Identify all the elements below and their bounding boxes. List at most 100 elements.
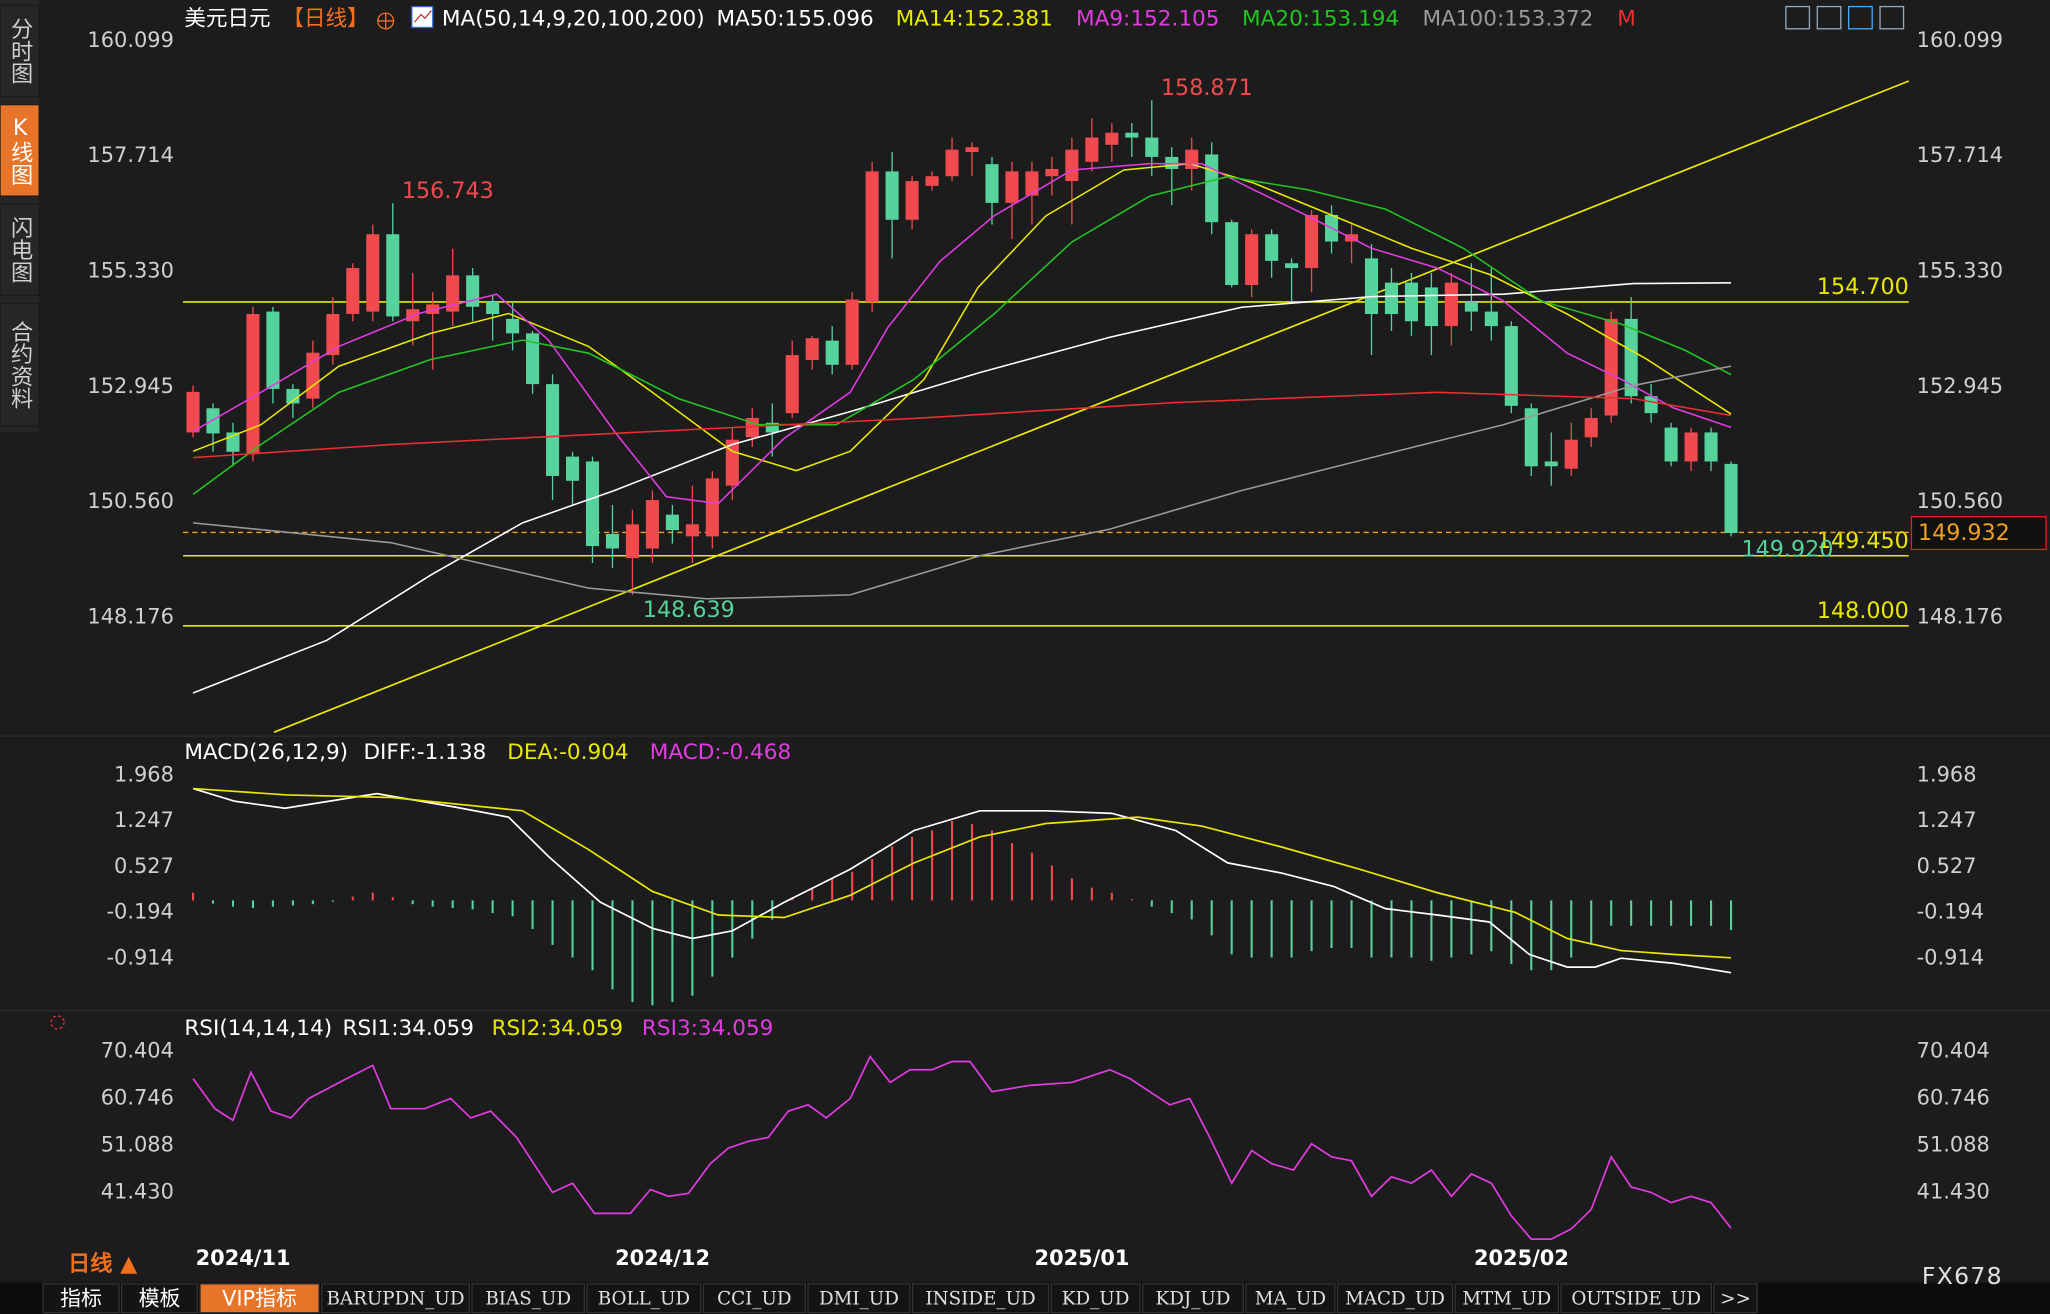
bottom-tab-label[interactable]: CCI_UD — [717, 1289, 791, 1310]
indicator-line — [192, 787, 1732, 974]
candle-body — [1364, 258, 1379, 315]
candle-body — [1005, 171, 1019, 203]
bottom-tab-label[interactable]: MACD_UD — [1345, 1289, 1445, 1310]
candle-body — [1544, 461, 1558, 467]
candle-body — [1384, 282, 1399, 315]
bottom-tab[interactable] — [807, 1283, 911, 1314]
candle-body — [825, 340, 839, 365]
bottom-tab[interactable] — [1336, 1283, 1454, 1314]
bottom-tab-label[interactable]: OUTSIDE_UD — [1571, 1289, 1701, 1310]
candle-body — [346, 268, 360, 315]
y-tick-label-right: 1.968 — [1917, 762, 1977, 786]
candle-body — [625, 524, 639, 559]
candle-body — [446, 275, 460, 312]
sidebar-tab[interactable] — [0, 302, 40, 427]
bottom-tab-label[interactable]: MTM_UD — [1462, 1289, 1551, 1310]
bottom-tab-label[interactable]: 模板 — [139, 1287, 181, 1311]
legend-entry: DIFF:-1.138 — [363, 740, 486, 765]
candle-body — [985, 164, 999, 203]
bottom-tab-label[interactable]: 指标 — [60, 1287, 102, 1311]
legend-entry: MACD:-0.468 — [650, 740, 791, 765]
bottom-tab-label[interactable]: KDJ_UD — [1156, 1289, 1231, 1310]
bottom-tab[interactable] — [702, 1283, 807, 1314]
sidebar-tab-label[interactable]: K线图 — [7, 115, 33, 186]
bottom-tab[interactable] — [471, 1283, 586, 1314]
candle-body — [266, 311, 280, 389]
ma-line — [192, 175, 1732, 495]
candle-body — [1484, 311, 1498, 327]
bottom-tab-label[interactable]: BARUPDN_UD — [326, 1289, 464, 1310]
bottom-tab-label[interactable]: BOLL_UD — [598, 1289, 690, 1310]
legend-entry: MA20:153.194 — [1242, 7, 1399, 32]
ma-line — [192, 391, 1732, 459]
candle-body — [1225, 222, 1239, 286]
candle-body — [506, 318, 520, 334]
y-tick-label-right: -0.914 — [1917, 945, 1984, 969]
y-tick-label: 51.088 — [101, 1132, 174, 1156]
last-price-box — [1910, 516, 2047, 551]
icon[interactable] — [1879, 5, 1905, 30]
x-tick-label: 2024/12 — [615, 1246, 710, 1270]
bottom-tab-label[interactable]: >> — [1720, 1289, 1751, 1310]
candle-body — [1724, 463, 1738, 534]
bottom-tab[interactable] — [320, 1283, 471, 1314]
y-tick-label: 70.404 — [101, 1038, 174, 1062]
candle-body — [386, 234, 400, 317]
bottom-tab-label[interactable]: MA_UD — [1255, 1289, 1326, 1310]
y-tick-label-right: -0.194 — [1917, 900, 1984, 924]
bottom-tab[interactable] — [1245, 1283, 1336, 1314]
candle-body — [246, 314, 260, 455]
candle-body — [965, 147, 979, 153]
sidebar-tab-label[interactable]: 合约资料 — [7, 320, 33, 410]
candle-body — [1464, 301, 1478, 312]
candle-body — [1524, 408, 1538, 467]
add-icon[interactable] — [377, 12, 395, 30]
bottom-tab-label[interactable]: KD_UD — [1062, 1289, 1130, 1310]
bottom-tab[interactable] — [1050, 1283, 1141, 1314]
icon[interactable] — [1816, 5, 1842, 30]
bottom-tab[interactable] — [1454, 1283, 1560, 1314]
icon[interactable] — [1785, 5, 1811, 30]
low-label: 148.639 — [643, 597, 735, 623]
indicator: MA(50,14,9,20,100,200) — [442, 7, 705, 32]
bottom-tab[interactable] — [120, 1283, 199, 1314]
y-tick-label: 60.746 — [101, 1085, 174, 1109]
bottom-tab[interactable] — [1713, 1283, 1758, 1314]
sidebar-tab[interactable] — [0, 4, 40, 98]
legend-entry: MA50:155.096 — [716, 7, 873, 32]
bottom-tab[interactable] — [1560, 1283, 1713, 1314]
ma-icon — [411, 5, 434, 29]
legend-entry: MA9:152.105 — [1076, 7, 1220, 32]
toolbar-icons — [1785, 5, 1905, 30]
period-selector[interactable]: 日线 ▲ — [68, 1250, 138, 1277]
candle-body — [1604, 318, 1618, 416]
candle-body — [1624, 318, 1638, 397]
icon — [50, 1015, 65, 1030]
y-tick-label: 0.527 — [114, 854, 174, 878]
bottom-tab[interactable] — [911, 1283, 1050, 1314]
bottom-tab-label[interactable]: BIAS_UD — [485, 1289, 571, 1310]
bottom-tab[interactable] — [42, 1283, 120, 1314]
sidebar-tab[interactable] — [0, 103, 40, 197]
sidebar-tab-label[interactable]: 分时图 — [7, 17, 33, 84]
y-tick-label-right: 148.176 — [1917, 604, 2003, 628]
bottom-tab[interactable] — [199, 1283, 320, 1314]
bottom-tab[interactable] — [1142, 1283, 1244, 1314]
bottom-tab-label[interactable]: INSIDE_UD — [925, 1289, 1035, 1310]
candle-body — [1404, 282, 1418, 322]
icon[interactable] — [1848, 5, 1873, 30]
bottom-tab-label[interactable]: VIP指标 — [222, 1287, 297, 1311]
sidebar-tab-label[interactable]: 闪电图 — [7, 216, 33, 283]
y-tick-label-right: 70.404 — [1917, 1038, 1990, 1062]
trend-line — [273, 80, 1910, 733]
candle-body — [1704, 432, 1718, 462]
candle-body — [645, 500, 659, 549]
legend-entry: DEA:-0.904 — [507, 740, 628, 765]
candle-body — [745, 417, 759, 438]
icon — [413, 10, 432, 23]
sidebar-tab[interactable] — [0, 203, 40, 297]
y-tick-label-right: 157.714 — [1917, 143, 2003, 167]
candle-body — [785, 355, 799, 414]
bottom-tab-label[interactable]: DMI_UD — [819, 1289, 899, 1310]
bottom-tab[interactable] — [586, 1283, 702, 1314]
